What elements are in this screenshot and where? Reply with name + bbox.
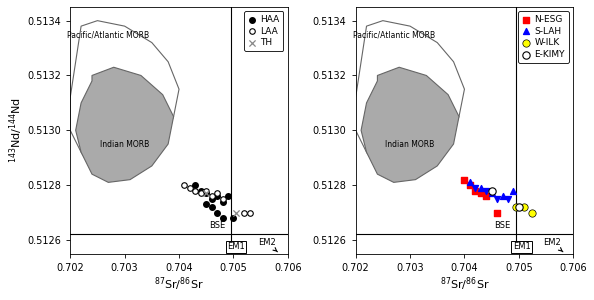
LAA: [239, 210, 249, 215]
Text: BSE: BSE: [494, 221, 511, 230]
S-LAH: [508, 188, 518, 193]
N-ESG: [482, 194, 491, 199]
Text: EM1: EM1: [228, 242, 245, 251]
HAA: [201, 202, 211, 207]
HAA: [207, 205, 216, 209]
N-ESG: [460, 177, 469, 182]
TH: [201, 191, 211, 196]
S-LAH: [465, 180, 475, 185]
N-ESG: [470, 188, 480, 193]
Point: [470, 185, 480, 190]
Point: [482, 188, 491, 193]
LAA: [201, 188, 211, 193]
HAA: [191, 183, 200, 188]
HAA: [218, 216, 228, 220]
HAA: [212, 194, 222, 199]
HAA: [201, 191, 211, 196]
LAA: [180, 183, 189, 188]
LAA: [196, 191, 206, 196]
Point: [503, 196, 513, 201]
W-ILK: [520, 205, 529, 209]
Polygon shape: [356, 21, 465, 174]
Y-axis label: $^{143}$Nd/$^{144}$Nd: $^{143}$Nd/$^{144}$Nd: [7, 97, 24, 164]
X-axis label: $^{87}$Sr/$^{86}$Sr: $^{87}$Sr/$^{86}$Sr: [440, 275, 489, 293]
LAA: [185, 185, 195, 190]
HAA: [218, 199, 228, 204]
Polygon shape: [70, 21, 179, 174]
S-LAH: [498, 194, 507, 199]
E-KIMY: [514, 205, 523, 209]
N-ESG: [492, 210, 502, 215]
LAA: [191, 188, 200, 193]
Text: EM2: EM2: [544, 238, 563, 252]
S-LAH: [476, 185, 485, 190]
HAA: [207, 196, 216, 201]
LAA: [207, 194, 216, 199]
Text: Pacific/Atlantic MORB: Pacific/Atlantic MORB: [353, 31, 435, 40]
LAA: [212, 191, 222, 196]
W-ILK: [511, 205, 521, 209]
Text: Indian MORB: Indian MORB: [100, 140, 149, 148]
Polygon shape: [75, 67, 173, 182]
Text: Pacific/Atlantic MORB: Pacific/Atlantic MORB: [67, 31, 149, 40]
S-LAH: [487, 191, 497, 196]
Text: BSE: BSE: [209, 221, 225, 230]
HAA: [212, 210, 222, 215]
Legend: N-ESG, S-LAH, W-ILK, E-KIMY: N-ESG, S-LAH, W-ILK, E-KIMY: [519, 11, 568, 63]
HAA: [223, 194, 233, 199]
E-KIMY: [487, 188, 497, 193]
Polygon shape: [361, 67, 459, 182]
TH: [232, 210, 241, 215]
LAA: [245, 210, 254, 215]
Text: EM2: EM2: [258, 238, 277, 252]
N-ESG: [465, 183, 475, 188]
Point: [492, 196, 502, 201]
Text: EM1: EM1: [513, 242, 530, 251]
Text: Indian MORB: Indian MORB: [386, 140, 435, 148]
W-ILK: [527, 210, 537, 215]
HAA: [229, 216, 238, 220]
X-axis label: $^{87}$Sr/$^{86}$Sr: $^{87}$Sr/$^{86}$Sr: [154, 275, 204, 293]
LAA: [218, 196, 228, 201]
N-ESG: [476, 191, 485, 196]
HAA: [196, 188, 206, 193]
Legend: HAA, LAA, TH: HAA, LAA, TH: [244, 11, 283, 51]
